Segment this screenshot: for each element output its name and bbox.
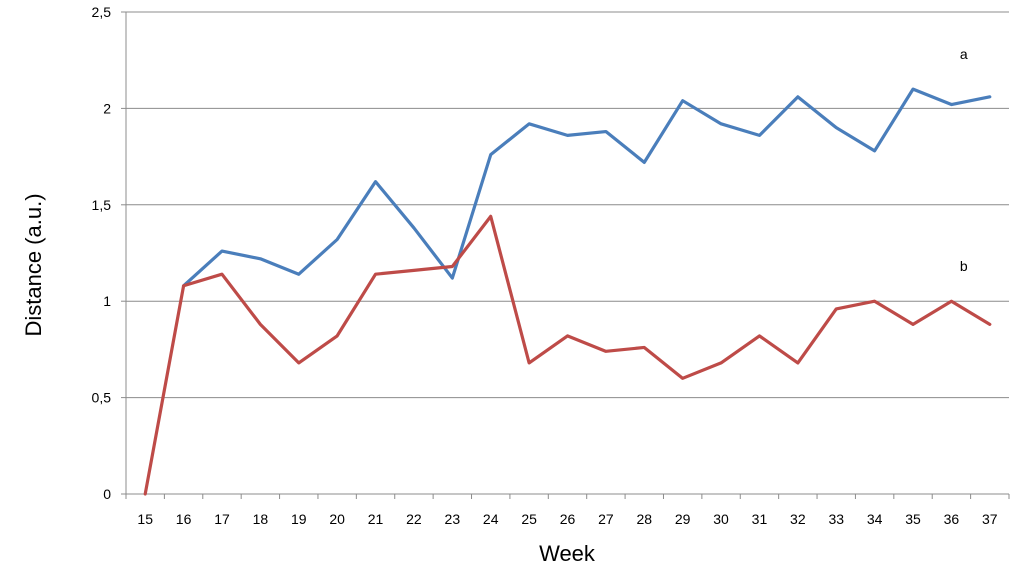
series-lines xyxy=(143,87,992,496)
series-label-a: a xyxy=(960,46,968,62)
x-tick-label: 26 xyxy=(560,511,576,527)
x-tick-label: 31 xyxy=(752,511,768,527)
x-tick-label: 21 xyxy=(368,511,384,527)
gridlines xyxy=(126,11,1009,399)
y-axis-title: Distance (a.u.) xyxy=(21,193,46,336)
series-labels: ab xyxy=(960,46,968,274)
x-tick-label: 37 xyxy=(982,511,998,527)
x-tick-label: 20 xyxy=(329,511,345,527)
y-tick-label: 0 xyxy=(103,486,111,502)
x-tick-label: 34 xyxy=(867,511,883,527)
x-tick-label: 18 xyxy=(253,511,269,527)
x-tick-label: 30 xyxy=(713,511,729,527)
y-tick-label: 1,5 xyxy=(92,197,112,213)
x-tick-label: 22 xyxy=(406,511,422,527)
x-tick-label: 16 xyxy=(176,511,192,527)
x-tick-label: 15 xyxy=(137,511,153,527)
y-tick-label: 1 xyxy=(103,293,111,309)
x-tick-label: 19 xyxy=(291,511,307,527)
series-line-b xyxy=(143,214,992,496)
x-tick-label: 27 xyxy=(598,511,614,527)
x-tick-label: 23 xyxy=(445,511,461,527)
x-tick-label: 33 xyxy=(828,511,844,527)
y-tick-label: 2 xyxy=(103,100,111,116)
x-tick-label: 32 xyxy=(790,511,806,527)
axes: 0 0,5 1 1,5 2 2,5 15 16 17 18 19 20 21 22 23 24 25 26 27 28… xyxy=(92,4,1010,527)
x-tick-label: 24 xyxy=(483,511,499,527)
x-tick-label: 17 xyxy=(214,511,230,527)
y-tick-label: 2,5 xyxy=(92,4,112,20)
y-tick-label: 0,5 xyxy=(92,390,112,406)
x-tick-label: 35 xyxy=(905,511,921,527)
x-tick-label: 36 xyxy=(944,511,960,527)
x-tick-label: 29 xyxy=(675,511,691,527)
series-label-b: b xyxy=(960,258,968,274)
x-axis-title: Week xyxy=(539,541,596,566)
x-tick-label: 25 xyxy=(521,511,537,527)
series-line-a xyxy=(181,87,992,288)
x-tick-label: 28 xyxy=(636,511,652,527)
